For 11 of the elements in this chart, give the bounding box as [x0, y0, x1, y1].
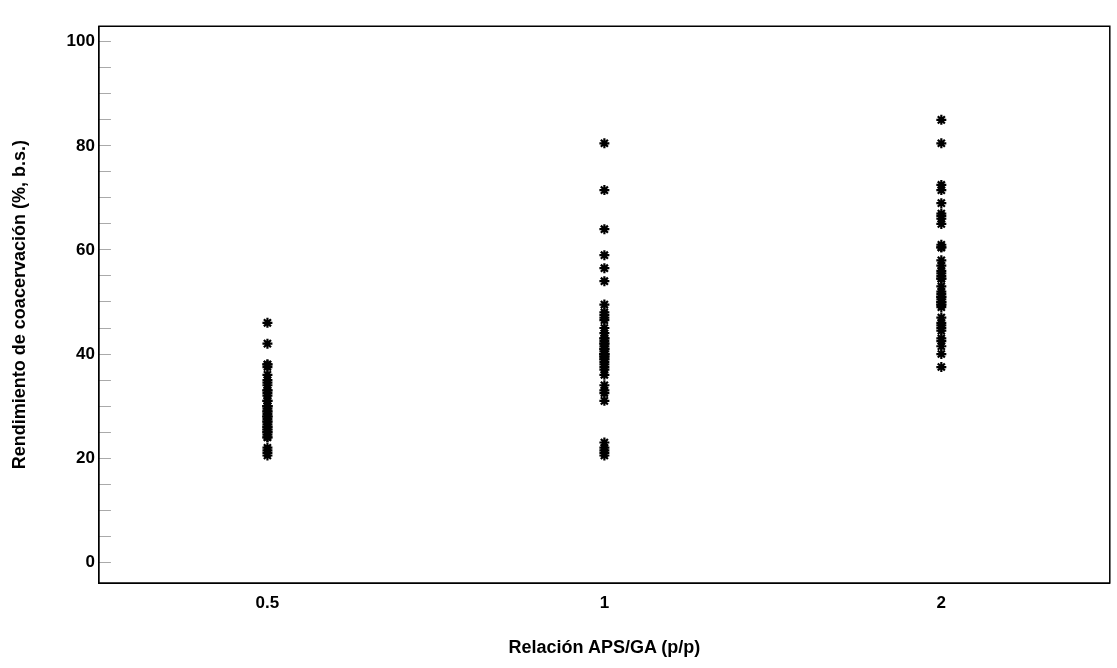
x-tick-label: 0.5	[255, 592, 280, 612]
y-tick-label: 80	[76, 135, 95, 155]
y-tick-label: 0	[85, 551, 95, 571]
y-tick-label: 20	[76, 447, 95, 467]
y-tick-label: 100	[66, 31, 95, 51]
x-tick-label: 1	[599, 592, 610, 612]
x-axis-title: Relación APS/GA (p/p)	[508, 637, 701, 658]
y-tick-label: 40	[76, 343, 95, 363]
x-tick-label: 2	[936, 592, 947, 612]
y-axis-title: Rendimiento de coacervación (%, b.s.)	[8, 140, 29, 470]
y-tick-label: 60	[76, 239, 95, 259]
